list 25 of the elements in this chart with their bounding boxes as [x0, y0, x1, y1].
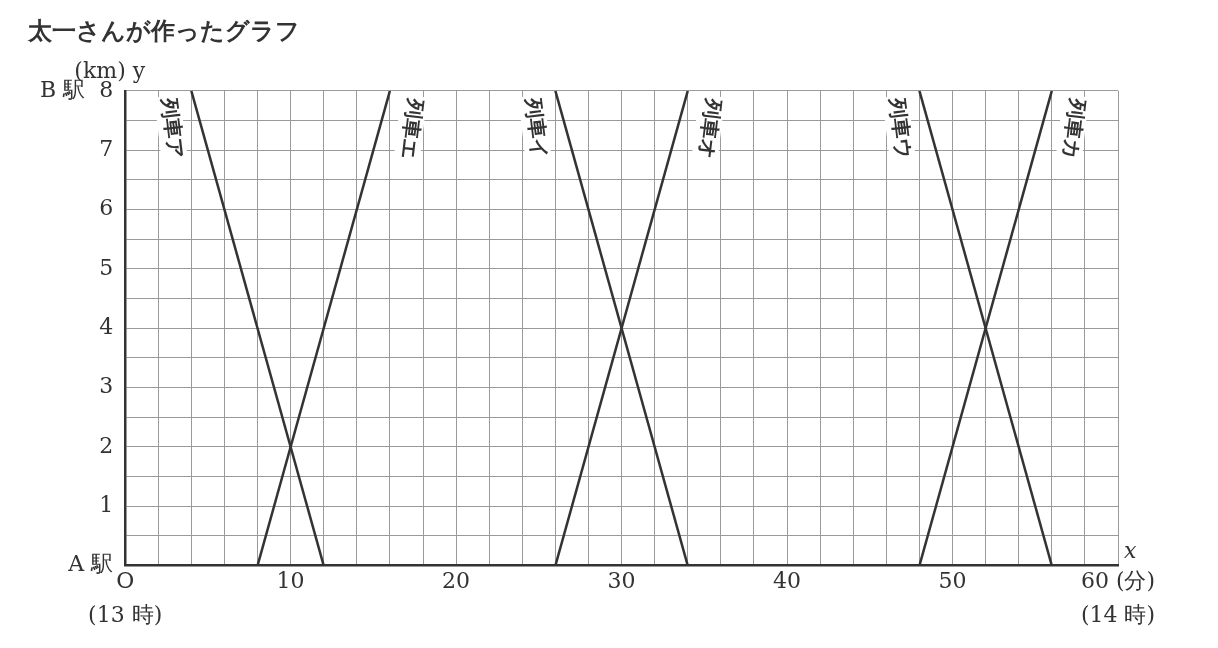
text: 列車イ	[521, 96, 553, 160]
text: 列車カ	[1058, 96, 1090, 161]
y-tick-label: 1	[99, 491, 114, 517]
text: O	[116, 568, 135, 594]
x-tick-label: 20	[442, 567, 471, 593]
text: 列車エ	[396, 96, 428, 161]
x-tick-label: 60 (分)	[1080, 567, 1156, 593]
y-tick-label: 7	[99, 135, 114, 161]
x-tick-label: 10	[276, 567, 305, 593]
text: (13 時)	[88, 602, 163, 628]
y-tick-label: A 駅	[67, 551, 114, 577]
x-tick-label: 40	[773, 567, 802, 593]
y-tick-label: 2	[99, 432, 114, 458]
y-tick-label: 4	[99, 313, 114, 339]
text: 列車ア	[157, 96, 189, 160]
y-tick-label: 5	[99, 254, 114, 280]
text: (14 時)	[1080, 602, 1156, 628]
chart-title: 太一さんが作ったグラフ	[27, 16, 300, 45]
text: 列車ウ	[885, 96, 917, 160]
x-axis-title: x	[1124, 538, 1137, 564]
y-tick-label: 6	[99, 195, 114, 221]
x-tick-label: 30	[607, 567, 636, 593]
x-tick-label: 50	[938, 567, 967, 593]
y-tick-label: 3	[99, 373, 114, 399]
text: 列車オ	[694, 96, 726, 161]
